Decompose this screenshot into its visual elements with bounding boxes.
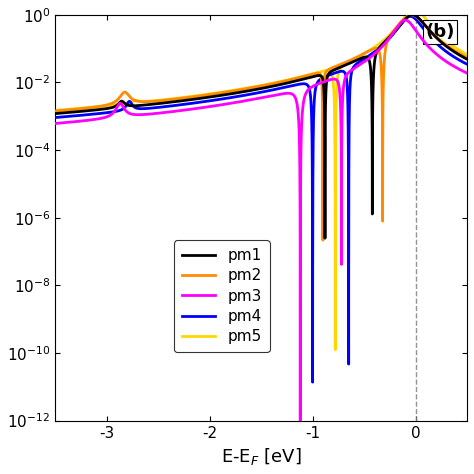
pm4 (349, 67, 355, 73)
pm1 (322, 236, 328, 241)
pm5 (302, 73, 308, 79)
pm2 (47, 109, 53, 114)
pm2 (302, 73, 308, 79)
pm5 (349, 57, 355, 63)
pm1 (410, 12, 415, 18)
pm1 (302, 76, 308, 82)
pm1 (47, 111, 53, 117)
pm4 (318, 76, 324, 82)
pm3 (402, 17, 408, 23)
pm1 (247, 88, 253, 93)
Line: pm5: pm5 (50, 9, 472, 350)
pm3 (47, 121, 53, 127)
pm2 (442, 41, 448, 47)
pm5 (47, 108, 53, 114)
pm3 (349, 67, 355, 73)
Line: pm3: pm3 (50, 20, 472, 455)
pm4 (302, 81, 308, 87)
pm4 (469, 64, 474, 70)
Text: (b): (b) (425, 23, 455, 41)
pm5 (332, 347, 338, 353)
pm2 (349, 56, 355, 62)
pm4 (153, 105, 158, 110)
pm5 (318, 69, 324, 74)
pm5 (469, 55, 474, 60)
pm2 (318, 74, 324, 80)
pm1 (153, 101, 158, 107)
pm2 (153, 98, 158, 104)
X-axis label: E-E$_F$ [eV]: E-E$_F$ [eV] (221, 446, 301, 467)
pm4 (408, 14, 413, 19)
pm4 (247, 91, 253, 97)
Legend: pm1, pm2, pm3, pm4, pm5: pm1, pm2, pm3, pm4, pm5 (174, 240, 270, 352)
Line: pm2: pm2 (50, 15, 472, 240)
pm3 (297, 452, 303, 457)
pm3 (302, 91, 308, 97)
pm5 (247, 85, 253, 91)
pm2 (320, 237, 326, 243)
pm2 (247, 85, 253, 91)
pm1 (318, 73, 324, 79)
pm1 (469, 59, 474, 64)
pm3 (247, 97, 253, 103)
pm5 (412, 6, 418, 12)
pm2 (469, 57, 474, 63)
pm4 (310, 379, 316, 385)
pm4 (47, 115, 53, 121)
pm4 (442, 48, 448, 54)
pm3 (469, 73, 474, 78)
Line: pm4: pm4 (50, 17, 472, 382)
pm5 (442, 37, 448, 43)
pm2 (409, 12, 414, 18)
pm3 (442, 58, 448, 64)
pm3 (318, 80, 324, 86)
pm1 (349, 59, 355, 65)
Line: pm1: pm1 (50, 15, 472, 238)
pm1 (442, 42, 448, 48)
pm3 (153, 111, 158, 117)
pm5 (153, 98, 158, 103)
